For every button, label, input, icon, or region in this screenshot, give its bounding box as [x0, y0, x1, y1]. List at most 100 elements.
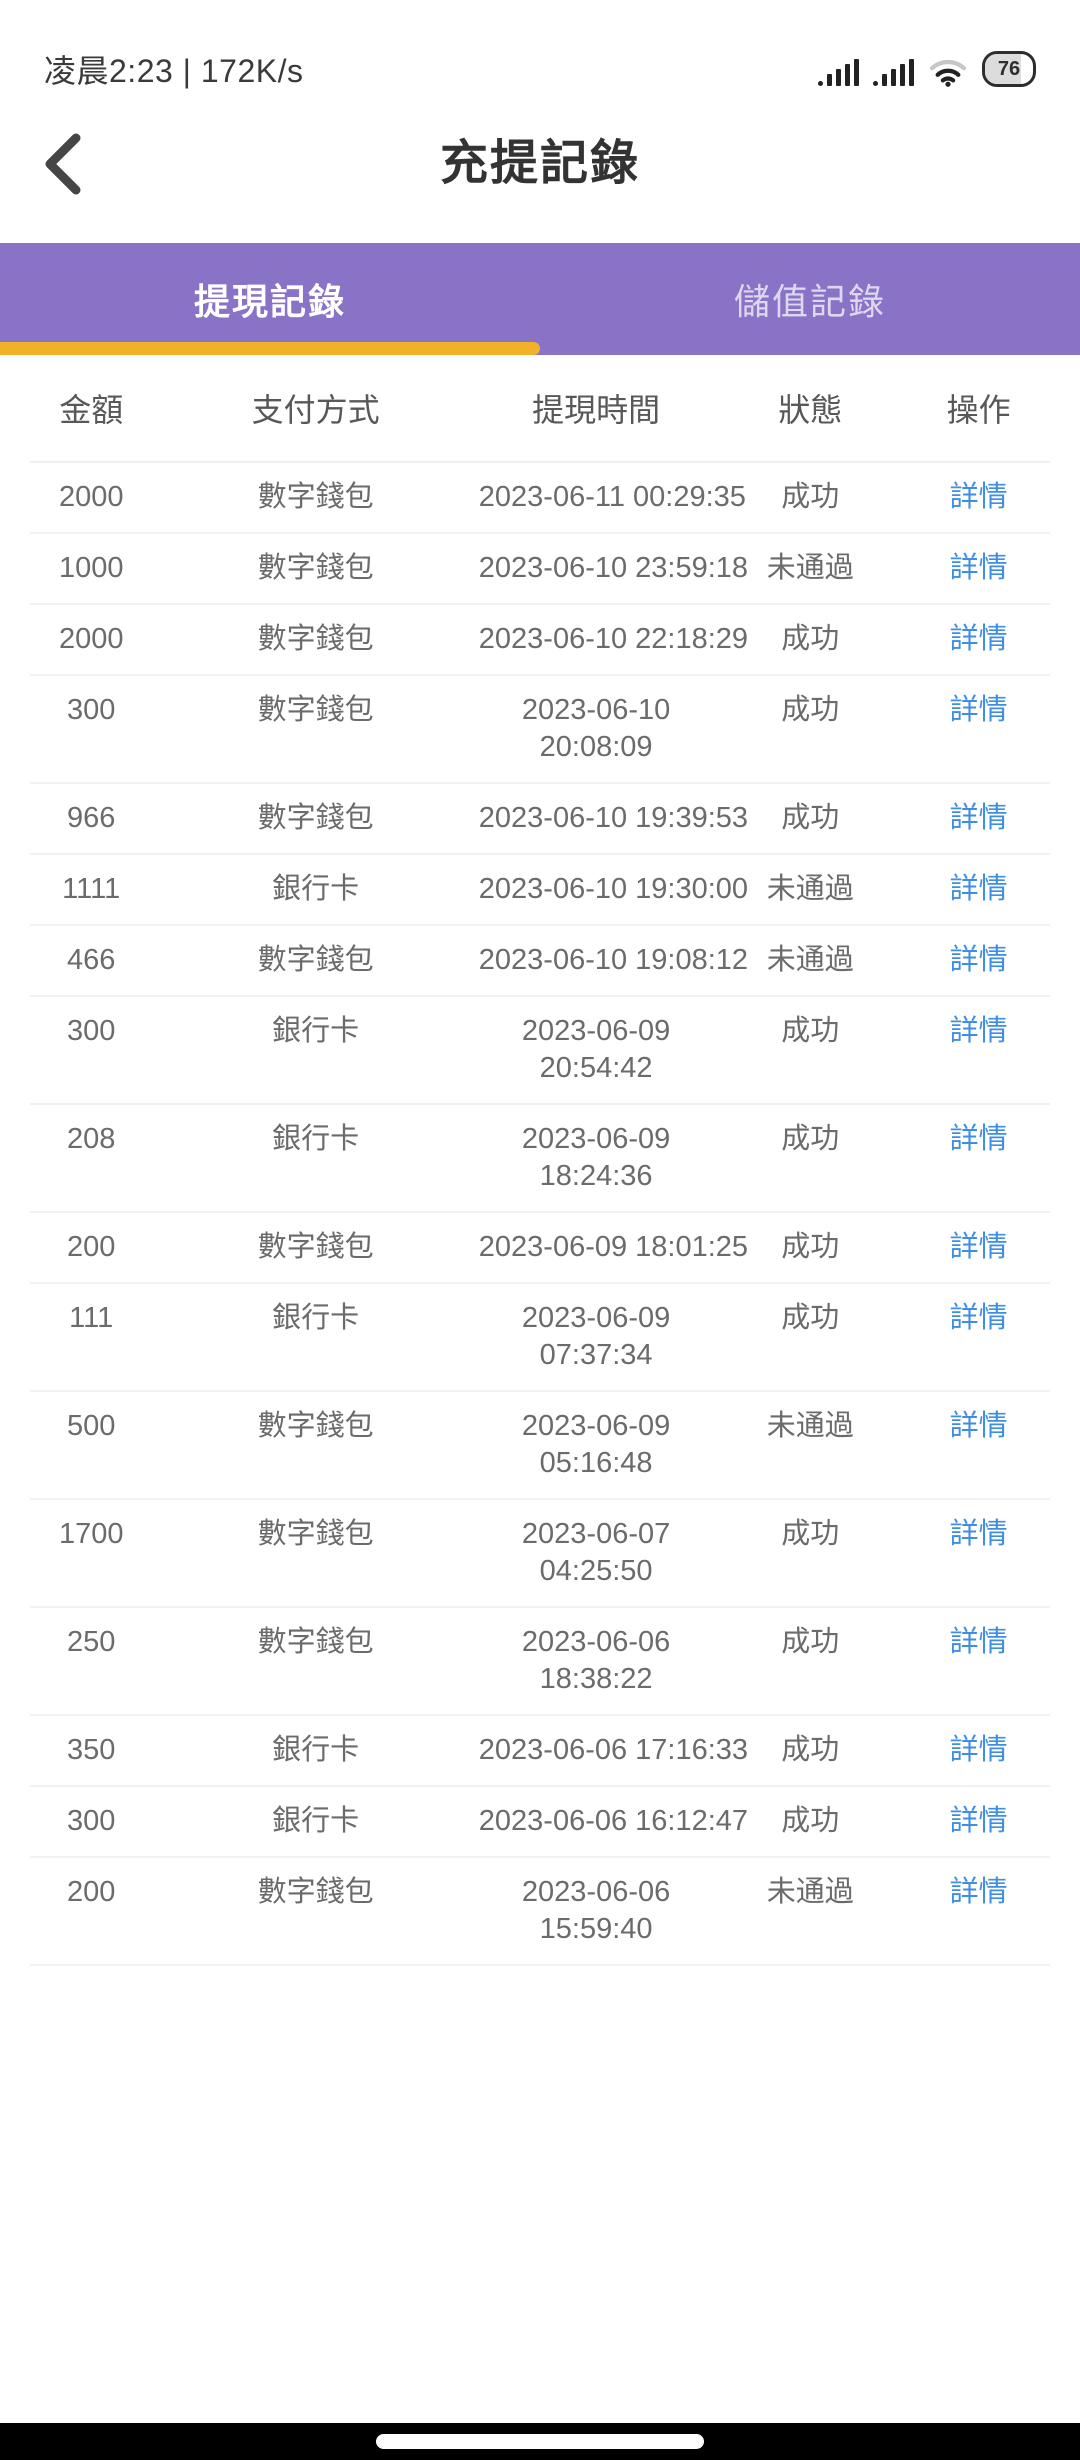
- amount-cell: 208: [67, 1123, 116, 1155]
- payment-method-cell: 數字錢包: [257, 694, 374, 726]
- table-row: 300 數字錢包 2023-06-10 20:08:09 成功 詳情: [30, 676, 1050, 784]
- amount-cell: 1000: [58, 552, 124, 584]
- withdraw-time-cell: 2023-06-06 18:38:22: [479, 1624, 714, 1698]
- withdraw-time-line: 15:59:40: [539, 1913, 653, 1945]
- column-header-payment-method: 支付方式: [251, 392, 380, 428]
- withdraw-time-line: 2023-06-09: [521, 1410, 671, 1442]
- detail-link[interactable]: 詳情: [949, 1015, 1008, 1047]
- amount-cell: 250: [67, 1626, 116, 1658]
- amount-cell: 300: [67, 694, 116, 726]
- withdraw-time-line: 2023-06-09: [521, 1123, 671, 1155]
- withdraw-time-line: 2023-06-10 19:08:12: [478, 944, 749, 976]
- detail-link[interactable]: 詳情: [949, 944, 1008, 976]
- table-row: 2000 數字錢包 2023-06-11 00:29:35 成功 詳情: [30, 463, 1050, 534]
- amount-cell: 2000: [58, 481, 124, 513]
- payment-method-cell: 銀行卡: [272, 1734, 360, 1766]
- detail-link[interactable]: 詳情: [949, 1805, 1008, 1837]
- amount-cell: 1700: [58, 1518, 124, 1550]
- action-cell: 詳情: [907, 1732, 1050, 1769]
- detail-link[interactable]: 詳情: [949, 1410, 1008, 1442]
- table-row: 200 數字錢包 2023-06-06 15:59:40 未通過 詳情: [30, 1858, 1050, 1966]
- amount-cell: 1111: [62, 873, 121, 905]
- action-cell: 詳情: [907, 942, 1050, 979]
- column-header-withdraw-time: 提現時間: [532, 392, 661, 428]
- action-cell: 詳情: [907, 479, 1050, 516]
- withdraw-time-line: 18:38:22: [539, 1663, 653, 1695]
- table-row: 300 銀行卡 2023-06-09 20:54:42 成功 詳情: [30, 997, 1050, 1105]
- detail-link[interactable]: 詳情: [949, 1876, 1008, 1908]
- withdraw-time-line: 07:37:34: [539, 1339, 653, 1371]
- status-cell: 成功: [781, 481, 840, 513]
- detail-link[interactable]: 詳情: [949, 1734, 1008, 1766]
- withdraw-time-line: 2023-06-10 22:18:29: [478, 623, 749, 655]
- action-cell: 詳情: [907, 550, 1050, 587]
- action-cell: 詳情: [907, 692, 1050, 729]
- tab-deposit-records[interactable]: 儲值記錄: [733, 281, 886, 322]
- withdraw-time-cell: 2023-06-07 04:25:50: [479, 1516, 714, 1590]
- home-indicator[interactable]: [376, 2434, 704, 2449]
- withdraw-time-line: 2023-06-11 00:29:35: [478, 481, 746, 513]
- status-cell: 成功: [781, 1734, 840, 1766]
- detail-link[interactable]: 詳情: [949, 623, 1008, 655]
- amount-cell: 300: [67, 1015, 116, 1047]
- status-icons: 76: [818, 51, 1036, 87]
- tab-withdraw-records[interactable]: 提現記錄: [193, 281, 346, 322]
- payment-method-cell: 數字錢包: [257, 802, 374, 834]
- withdraw-time-cell: 2023-06-09 05:16:48: [479, 1408, 714, 1482]
- withdraw-time-cell: 2023-06-06 17:16:33: [478, 1732, 749, 1769]
- table-row: 200 數字錢包 2023-06-09 18:01:25 成功 詳情: [30, 1213, 1050, 1284]
- payment-method-cell: 數字錢包: [257, 1876, 374, 1908]
- detail-link[interactable]: 詳情: [949, 1123, 1008, 1155]
- active-tab-underline: [0, 342, 540, 355]
- detail-link[interactable]: 詳情: [949, 1231, 1008, 1263]
- amount-cell: 300: [67, 1805, 116, 1837]
- status-cell: 成功: [781, 1626, 840, 1658]
- action-cell: 詳情: [907, 1300, 1050, 1337]
- table-row: 966 數字錢包 2023-06-10 19:39:53 成功 詳情: [30, 784, 1050, 855]
- status-bar: 凌晨2:23 | 172K/s 76: [44, 38, 1036, 100]
- detail-link[interactable]: 詳情: [949, 1518, 1008, 1550]
- withdraw-time-cell: 2023-06-09 20:54:42: [479, 1013, 714, 1087]
- status-cell: 未通過: [766, 873, 854, 905]
- detail-link[interactable]: 詳情: [949, 1626, 1008, 1658]
- withdraw-time-cell: 2023-06-10 19:30:00: [479, 871, 748, 908]
- detail-link[interactable]: 詳情: [949, 481, 1008, 513]
- payment-method-cell: 數字錢包: [257, 1626, 374, 1658]
- withdraw-time-cell: 2023-06-11 00:29:35: [478, 479, 746, 516]
- status-cell: 成功: [781, 1805, 840, 1837]
- payment-method-cell: 銀行卡: [272, 1015, 360, 1047]
- column-header-amount: 金額: [59, 392, 124, 428]
- detail-link[interactable]: 詳情: [949, 802, 1008, 834]
- table-row: 111 銀行卡 2023-06-09 07:37:34 成功 詳情: [30, 1284, 1050, 1392]
- status-time-network: 凌晨2:23 | 172K/s: [44, 53, 304, 89]
- chevron-left-icon: [45, 133, 81, 195]
- detail-link[interactable]: 詳情: [949, 694, 1008, 726]
- amount-cell: 200: [67, 1876, 116, 1908]
- action-cell: 詳情: [907, 1874, 1050, 1911]
- cell-signal-icon: [873, 58, 914, 87]
- payment-method-cell: 數字錢包: [257, 1518, 374, 1550]
- action-cell: 詳情: [907, 800, 1050, 837]
- status-cell: 成功: [781, 694, 840, 726]
- withdraw-time-line: 2023-06-09: [521, 1015, 671, 1047]
- table-rows: 2000 數字錢包 2023-06-11 00:29:35 成功 詳情 1000…: [30, 463, 1050, 1966]
- column-header-status: 狀態: [778, 392, 843, 428]
- withdraw-time-line: 2023-06-06 16:12:47: [478, 1805, 749, 1837]
- withdraw-time-cell: 2023-06-06 16:12:47: [478, 1803, 749, 1840]
- detail-link[interactable]: 詳情: [949, 552, 1008, 584]
- withdraw-time-line: 2023-06-06: [521, 1626, 671, 1658]
- detail-link[interactable]: 詳情: [949, 873, 1008, 905]
- table-row: 466 數字錢包 2023-06-10 19:08:12 未通過 詳情: [30, 926, 1050, 997]
- withdraw-time-line: 20:08:09: [539, 731, 653, 763]
- withdraw-time-line: 2023-06-06 17:16:33: [478, 1734, 749, 1766]
- detail-link[interactable]: 詳情: [949, 1302, 1008, 1334]
- action-cell: 詳情: [907, 1121, 1050, 1158]
- payment-method-cell: 銀行卡: [272, 1123, 360, 1155]
- withdraw-time-line: 04:25:50: [539, 1555, 653, 1587]
- amount-cell: 350: [67, 1734, 116, 1766]
- payment-method-cell: 數字錢包: [257, 1410, 374, 1442]
- back-button[interactable]: [38, 130, 110, 198]
- payment-method-cell: 數字錢包: [257, 944, 374, 976]
- cell-signal-icon: [818, 58, 859, 87]
- table-row: 1000 數字錢包 2023-06-10 23:59:18 未通過 詳情: [30, 534, 1050, 605]
